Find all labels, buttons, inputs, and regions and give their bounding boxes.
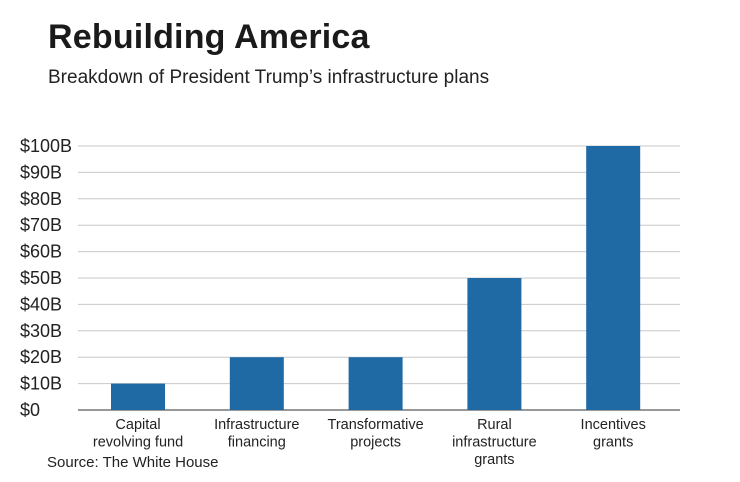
x-tick-label: Capital revolving fund [93,417,183,451]
x-tick-label-line: grants [474,452,514,468]
x-tick-label: Transformative projects [328,417,424,451]
x-tick-label: Incentives grants [581,417,646,451]
y-tick-label: $70B [20,215,62,235]
y-tick-label: $60B [20,242,62,262]
x-tick-label-line: financing [228,435,286,451]
chart-subtitle: Breakdown of President Trump’s infrastru… [48,67,490,88]
x-tick-label-line: grants [593,435,633,451]
x-tick-label: Infrastructure financing [214,417,299,451]
x-tick-label-line: projects [350,435,401,451]
y-tick-label: $30B [20,321,62,341]
y-tick-label: $80B [20,189,62,209]
source-note: Source: The White House [47,454,219,471]
chart-title: Rebuilding America [48,18,370,56]
bar [348,357,403,410]
bar [229,357,284,410]
x-tick-label-line: Infrastructure [214,417,299,433]
bar [111,383,165,410]
y-tick-label: $40B [20,294,62,314]
bar [467,278,522,410]
y-tick-label: $50B [20,268,62,288]
x-tick-label: Rural infrastructure grants [452,417,537,468]
y-tick-label: $0 [20,400,40,420]
x-tick-label-line: revolving fund [93,435,183,451]
y-axis-tick-labels: $0 $10B $20B $30B $40B $50B $60B $70B $80B $90B $1… [20,136,72,420]
x-tick-label-line: Rural [477,417,512,433]
y-tick-label: $90B [20,162,62,182]
x-axis-tick-labels: Capital revolving fund Infrastructure finan… [93,417,646,468]
x-tick-label-line: Capital [115,417,160,433]
bars [111,146,641,410]
y-tick-label: $10B [20,374,62,394]
x-tick-label-line: Transformative [328,417,424,433]
x-tick-label-line: Incentives [581,417,646,433]
y-tick-label: $20B [20,347,62,367]
bar [586,146,641,410]
x-tick-label-line: infrastructure [452,435,537,451]
y-tick-label: $100B [20,136,72,156]
